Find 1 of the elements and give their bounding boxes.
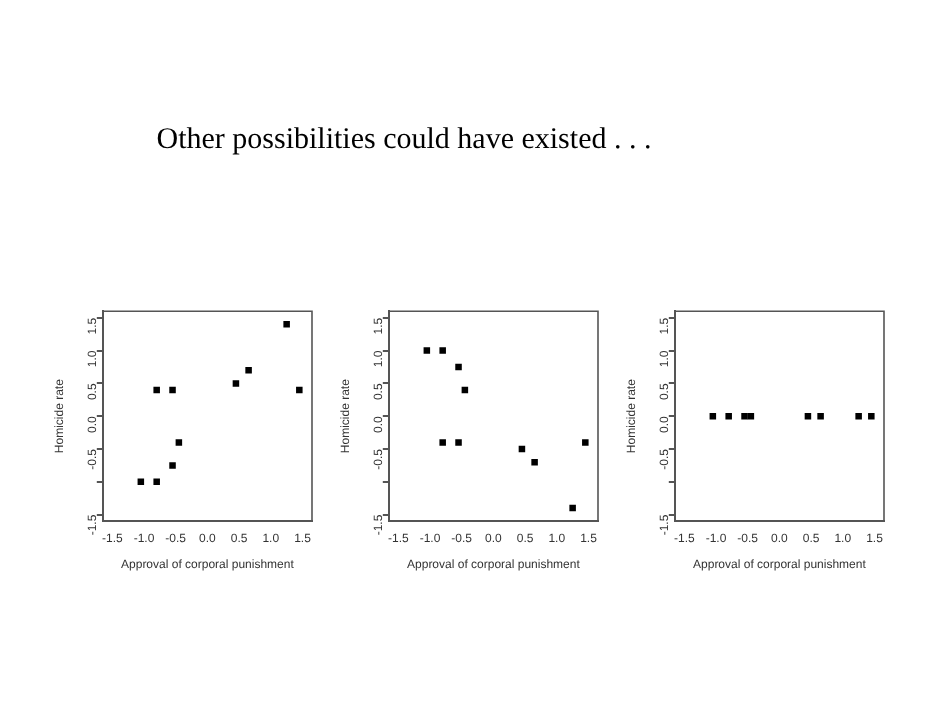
- text: Other possibilities could have existed . . .: [154, 124, 654, 158]
